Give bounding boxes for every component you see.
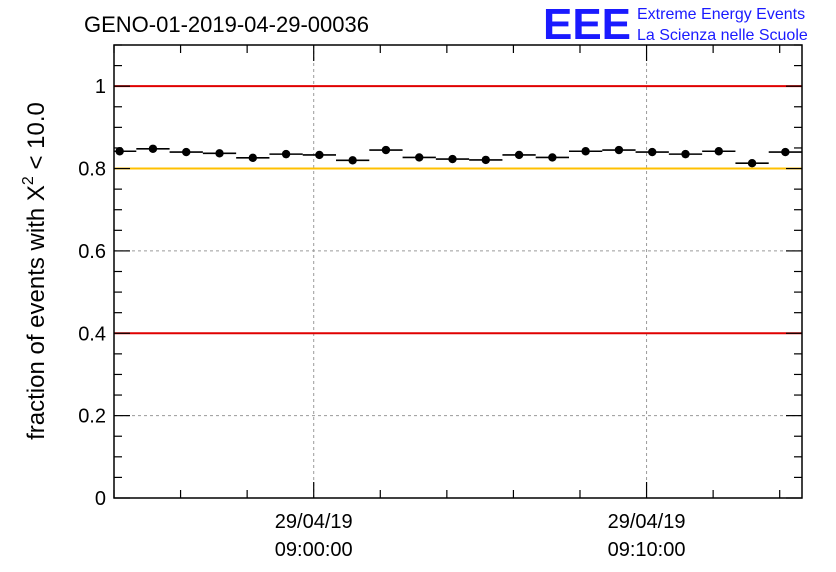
data-point: [635, 147, 669, 157]
logo-mark: EEE: [543, 0, 631, 49]
y-axis-label-sup: 2: [20, 176, 37, 185]
y-axis-label-prefix: fraction of events with: [23, 201, 50, 440]
data-point-marker: [148, 144, 158, 153]
data-point-marker: [581, 147, 590, 156]
data-point-marker: [182, 147, 191, 157]
y-axis-label-symbol: X: [23, 185, 50, 201]
data-point-marker: [781, 147, 790, 157]
chart-title: GENO-01-2019-04-29-00036: [84, 12, 369, 37]
y-tick-label: 0.4: [78, 323, 106, 345]
data-point-marker: [747, 158, 757, 168]
grid-lines: [114, 45, 802, 498]
data-point-marker: [381, 145, 391, 155]
data-point-marker: [714, 147, 723, 156]
data-point: [169, 147, 203, 157]
data-point: [369, 145, 403, 155]
data-point: [569, 147, 603, 156]
data-point: [435, 154, 470, 164]
data-point: [236, 153, 270, 163]
data-point: [402, 153, 436, 162]
x-tick-labels: 29/04/19 09:00:00 29/04/19 09:10:00: [275, 511, 686, 561]
data-point: [535, 153, 570, 162]
y-tick-label: 0.6: [78, 241, 106, 263]
logo-line-1: Extreme Energy Events: [637, 6, 805, 23]
x-tick-date-label: 29/04/19: [275, 511, 353, 533]
data-point: [502, 150, 536, 160]
data-point-marker: [548, 153, 557, 162]
data-point-marker: [281, 149, 291, 159]
data-point: [768, 147, 802, 157]
data-point: [602, 145, 636, 155]
data-point-marker: [348, 156, 357, 165]
plot-frame: [113, 44, 803, 499]
logo-line-2: La Scienza nelle Scuole: [637, 27, 808, 44]
data-point-marker: [248, 153, 257, 163]
data-point: [668, 149, 703, 159]
y-tick-label: 0.8: [78, 159, 106, 181]
reference-lines: [114, 85, 802, 335]
data-point-marker: [648, 147, 657, 157]
y-tick-label: 1: [95, 76, 106, 98]
data-point: [302, 150, 337, 160]
x-tick-time-label: 09:00:00: [275, 539, 353, 561]
data-point: [735, 158, 769, 168]
data-point: [114, 147, 137, 156]
data-points: [114, 144, 802, 168]
data-point-marker: [481, 155, 490, 165]
y-tick-label: 0.2: [78, 406, 106, 428]
data-point: [469, 155, 503, 165]
y-tick-labels: 0 0.2 0.4 0.6 0.8 1: [78, 76, 106, 510]
y-axis-label: fraction of events with X2 < 10.0: [20, 102, 50, 440]
axis-ticks: [113, 44, 802, 499]
data-point-marker: [681, 149, 690, 159]
eee-logo: EEE Extreme Energy Events La Scienza nel…: [543, 0, 808, 49]
data-point-marker: [115, 147, 124, 156]
data-point-marker: [415, 153, 424, 162]
data-point: [269, 149, 303, 159]
y-axis-label-suffix: < 10.0: [23, 102, 50, 176]
data-point: [702, 147, 736, 156]
data-point-marker: [448, 154, 457, 164]
data-point-marker: [514, 150, 524, 160]
data-point: [202, 149, 237, 158]
x-tick-date-label: 29/04/19: [608, 511, 686, 533]
data-point-marker: [315, 150, 324, 160]
data-point-marker: [614, 145, 624, 155]
data-point: [336, 156, 370, 165]
x-tick-time-label: 09:10:00: [608, 539, 686, 561]
y-tick-label: 0: [95, 488, 106, 510]
data-point: [136, 144, 170, 153]
data-point-marker: [215, 149, 224, 158]
